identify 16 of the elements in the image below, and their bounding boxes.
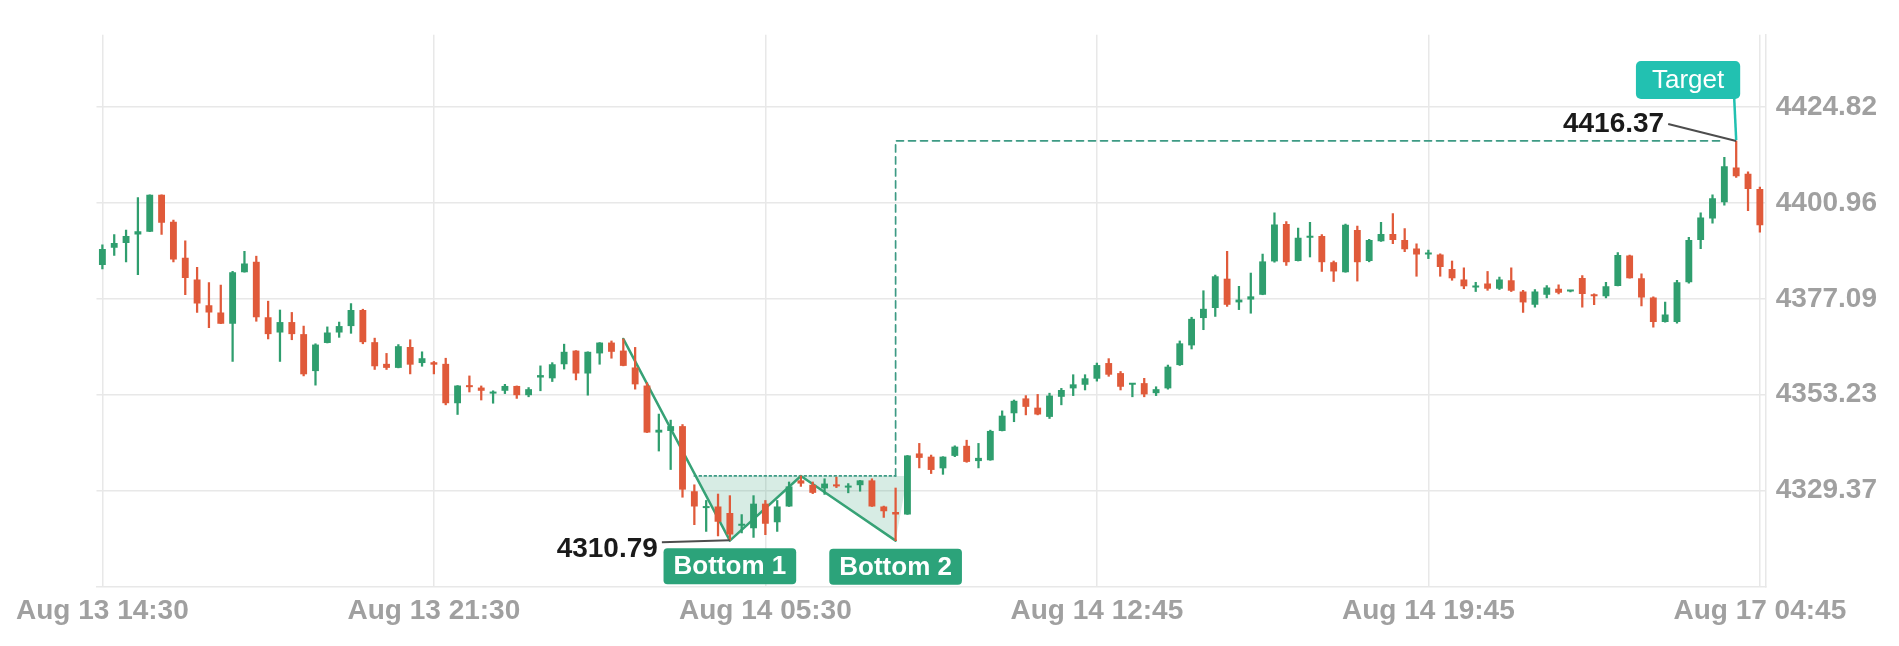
annotation: 4416.37 xyxy=(1562,106,1665,138)
x-tick-label: Aug 17 04:45 xyxy=(1673,593,1847,625)
x-tick-label: Aug 13 21:30 xyxy=(347,593,521,625)
y-tick-label: 4400.96 xyxy=(1775,185,1878,217)
y-tick-label: 4329.37 xyxy=(1775,473,1878,505)
x-tick-label: Aug 13 14:30 xyxy=(16,593,189,625)
y-tick-label: 4424.82 xyxy=(1775,89,1878,121)
annotation: 4310.79 xyxy=(556,531,658,563)
annotation: Bottom 1 xyxy=(673,550,787,581)
y-tick-label: 4377.09 xyxy=(1775,281,1878,313)
y-tick-label: 4353.23 xyxy=(1775,377,1878,409)
annotation: Bottom 2 xyxy=(839,550,952,581)
x-tick-label: Aug 14 12:45 xyxy=(1010,593,1184,625)
x-tick-label: Aug 14 05:30 xyxy=(679,593,852,625)
annotation: Target xyxy=(1651,64,1725,95)
x-tick-label: Aug 14 19:45 xyxy=(1342,593,1515,625)
